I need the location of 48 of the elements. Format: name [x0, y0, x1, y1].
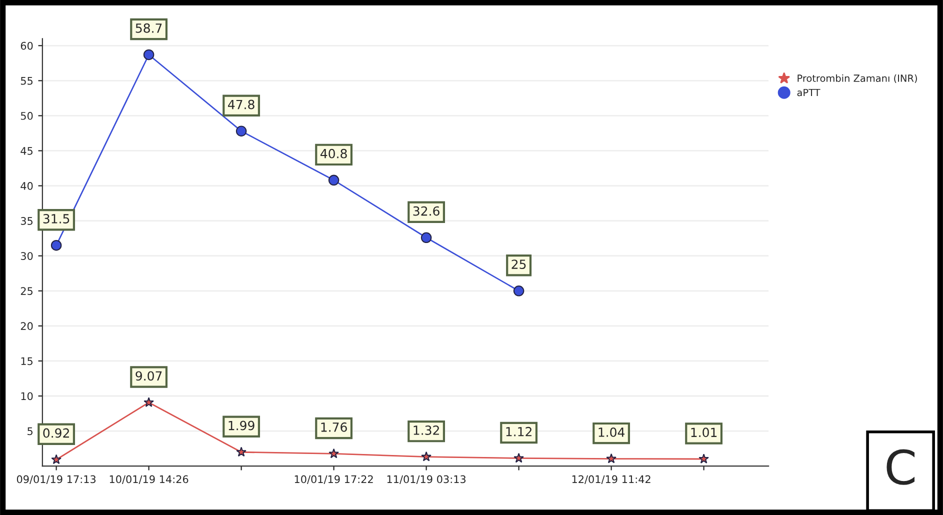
x-tick-label: 12/01/19 11:42: [572, 475, 650, 484]
data-label: 1.12: [506, 426, 532, 436]
text: C: [886, 449, 914, 485]
y-tick-label: 10: [21, 392, 33, 400]
data-label: 25: [512, 260, 526, 270]
y-tick-label: 15: [21, 357, 32, 366]
point: [698, 454, 709, 464]
point: [420, 232, 432, 244]
y-tick-label: 35: [20, 217, 32, 225]
point: [421, 451, 432, 462]
y-tick-label: 30: [20, 252, 33, 260]
data-label: 1.04: [598, 427, 625, 437]
data-label: 1.76: [321, 422, 347, 432]
y-tick-label: 60: [20, 42, 33, 50]
point: [143, 49, 154, 60]
x-tick-label: 09/01/19 17:13: [16, 475, 96, 484]
legend-label: aPTT: [797, 88, 820, 96]
x-tick-label: 10/01/19 14:26: [110, 475, 188, 484]
data-label: 9.07: [136, 371, 162, 381]
data-label: 1.01: [691, 428, 717, 438]
point: [606, 453, 616, 464]
y-tick-label: 50: [20, 112, 33, 120]
data-label: 31.5: [43, 214, 70, 224]
y-tick-label: 25: [20, 287, 32, 295]
point: [236, 126, 247, 137]
data-label: 58.7: [136, 23, 162, 33]
data-label: 1.32: [414, 426, 439, 435]
data-label: 0.92: [43, 428, 69, 438]
y-tick-label: 45: [20, 147, 32, 155]
x-tick-label: 10/01/19 17:22: [294, 475, 373, 484]
legend-label: Protrombin Zamanı (INR): [798, 74, 917, 84]
y-tick-label: 40: [20, 182, 33, 190]
point: [328, 174, 340, 186]
data-label: 40.8: [320, 148, 347, 158]
point: [144, 397, 154, 407]
point: [236, 446, 246, 457]
point: [51, 454, 62, 464]
point: [50, 240, 62, 251]
data-label: 32.6: [413, 206, 440, 216]
point: [514, 452, 524, 463]
y-tick-label: 55: [20, 77, 32, 85]
data-label: 1.99: [228, 420, 254, 430]
y-tick-label: 20: [20, 322, 33, 330]
y-tick-label: 5: [28, 427, 32, 436]
data-label: 47.8: [228, 100, 254, 110]
x-tick-label: 11/01/19 03:13: [387, 475, 466, 484]
point: [328, 448, 339, 458]
point: [513, 286, 524, 296]
